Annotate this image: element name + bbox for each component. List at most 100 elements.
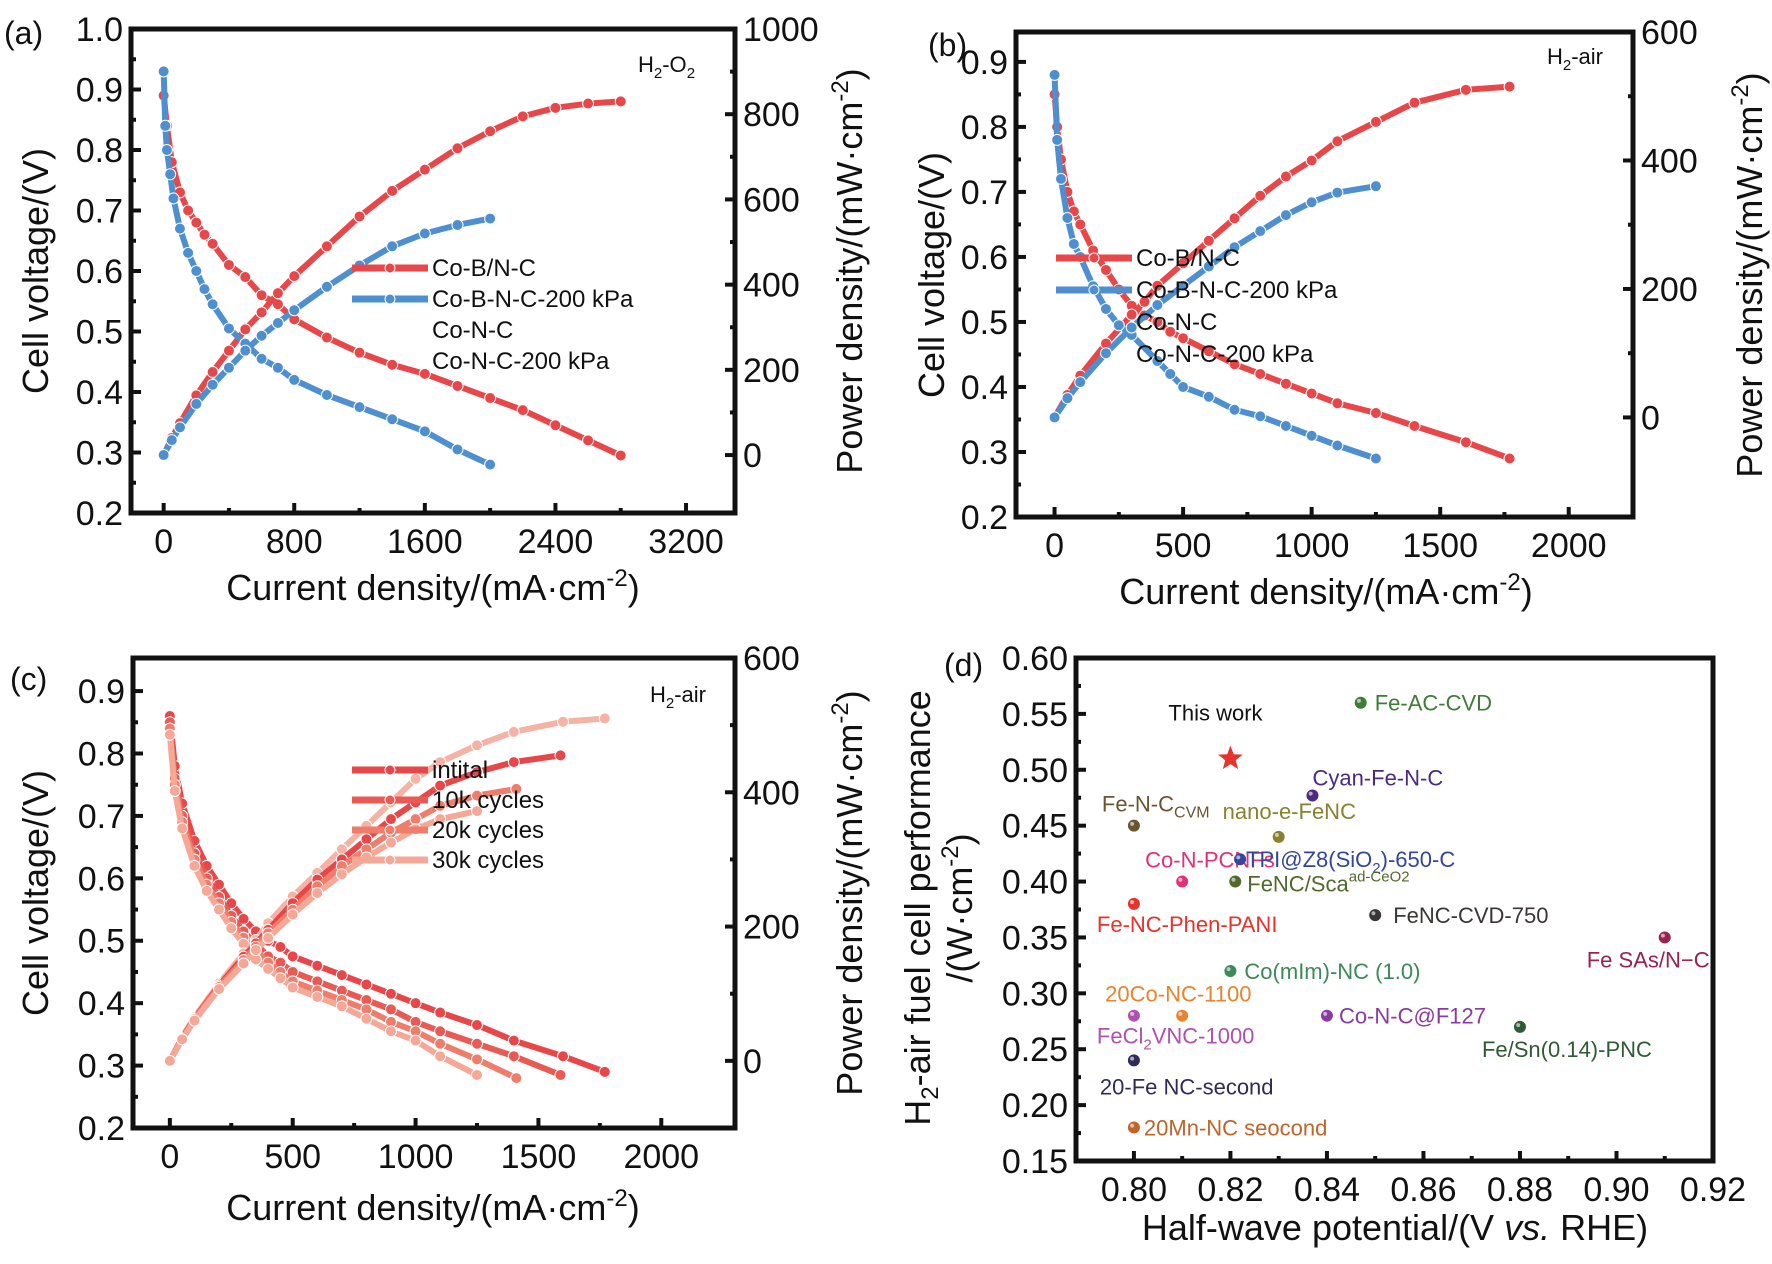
- y-tick-label: 0.5: [76, 314, 123, 352]
- series-intital: [163, 710, 611, 1078]
- data-point: [1503, 452, 1516, 465]
- point-label: FeCl2VNC-1000: [1097, 1024, 1255, 1054]
- data-point: [386, 413, 399, 426]
- legend-marker: [384, 293, 396, 305]
- point-highlight: [1130, 1123, 1135, 1128]
- legend-marker: [384, 854, 396, 866]
- data-point: [471, 1037, 483, 1050]
- data-point: [1331, 186, 1344, 199]
- data-point: [1254, 225, 1267, 238]
- data-point: [311, 990, 324, 1003]
- data-point-fenc-cvd-750: FeNC-CVD-750: [1369, 903, 1548, 928]
- y-tick-label: 0.35: [1002, 919, 1068, 957]
- point-label: Fe/Sn(0.14)-PNC: [1482, 1037, 1652, 1062]
- data-point: [451, 443, 464, 456]
- data-point: [434, 1050, 447, 1063]
- data-point-tpi-z8-sio2-650-c: TPI@Z8(SiO2)-650-C: [1234, 847, 1455, 877]
- data-point: [1099, 263, 1112, 276]
- legend: Co-B/N-C Co-B-N-C-200 kPa Co-N-C Co-N-C-200…: [1056, 245, 1338, 368]
- y2-tick-label: 400: [743, 267, 800, 305]
- data-point: [1459, 83, 1472, 96]
- y-tick-label: 0.3: [961, 434, 1008, 472]
- data-point: [1074, 376, 1087, 389]
- data-point: [1331, 397, 1344, 410]
- x-tick-label: 0.80: [1101, 1171, 1167, 1209]
- data-point: [255, 306, 268, 319]
- point-marker: [1229, 875, 1242, 888]
- y2-axis-label-a: Power density/(mW·cm-2): [827, 68, 870, 473]
- point-label: 20Co-NC-1100: [1105, 982, 1251, 1007]
- y2-tick-label: 0: [743, 1043, 762, 1081]
- data-point-20-fe-nc-second: 20-Fe NC-second: [1100, 1054, 1274, 1099]
- y-tick-label: 0.60: [1002, 640, 1068, 678]
- data-point: [239, 271, 252, 284]
- y2-tick-label: 600: [743, 181, 800, 219]
- data-point: [239, 323, 252, 336]
- point-marker: [1369, 909, 1382, 922]
- data-point: [157, 65, 170, 78]
- legend-label: 10k cycles: [432, 787, 544, 814]
- data-point: [484, 125, 497, 138]
- data-point: [409, 1034, 422, 1047]
- y-tick-label: 0.3: [76, 435, 123, 473]
- data-point: [516, 110, 529, 123]
- data-point: [1279, 209, 1292, 222]
- data-point: [1061, 211, 1074, 224]
- point-label: This work: [1168, 701, 1263, 726]
- data-point: [335, 969, 348, 982]
- data-point: [434, 756, 447, 769]
- data-point: [434, 1025, 447, 1038]
- data-point: [409, 997, 422, 1010]
- point-label: Cyan-Fe-N-C: [1312, 765, 1443, 790]
- data-point: [255, 289, 268, 302]
- data-point: [1254, 410, 1267, 423]
- data-point: [274, 940, 287, 953]
- data-point: [434, 799, 447, 812]
- point-label: Fe-NC-Phen-PANI: [1097, 912, 1278, 937]
- data-point: [222, 258, 235, 271]
- annotation-a: H2-O2: [638, 52, 695, 82]
- point-marker: [1320, 1009, 1333, 1022]
- legend-label: Co-N-C: [1136, 309, 1217, 336]
- series-co-b-n-c-200-kpa-power: [157, 212, 497, 462]
- data-point: [471, 1019, 483, 1032]
- y2-tick-label: 200: [743, 909, 800, 947]
- point-label: Co(mIm)-NC (1.0): [1244, 959, 1420, 984]
- data-point: [471, 805, 483, 818]
- data-point: [1151, 315, 1164, 328]
- data-point-fe-sn-0-14-pnc: Fe/Sn(0.14)-PNC: [1482, 1020, 1652, 1062]
- x-axis-label-d: Half-wave potential/(V vs. RHE): [1142, 1207, 1648, 1248]
- data-point: [1279, 377, 1292, 390]
- data-point: [451, 379, 464, 392]
- y-tick-label: 0.55: [1002, 696, 1068, 734]
- point-marker: [1354, 696, 1367, 709]
- y-tick-label: 0.40: [1002, 864, 1068, 902]
- data-point: [167, 192, 180, 205]
- data-point: [418, 163, 431, 176]
- data-point: [1202, 390, 1215, 403]
- data-point: [1369, 406, 1382, 419]
- point-label: Fe-AC-CVD: [1375, 691, 1492, 716]
- data-point-20co-nc-1100: 20Co-NC-1100: [1105, 982, 1252, 1022]
- data-point: [320, 331, 333, 344]
- star-marker: [1218, 745, 1243, 770]
- data-point: [222, 322, 235, 335]
- y-axis-label-a: Cell voltage/(V): [15, 148, 56, 394]
- data-point: [471, 1068, 483, 1081]
- x-axis-label-b: Current density/(mA·cm-2): [1119, 569, 1532, 612]
- data-point: [360, 1012, 373, 1025]
- legend-label: Co-B/N-C: [432, 255, 536, 282]
- data-point: [507, 725, 520, 738]
- data-point: [159, 119, 172, 132]
- data-point: [286, 981, 299, 994]
- data-point: [1151, 279, 1164, 292]
- data-point: [451, 218, 464, 231]
- data-point: [614, 449, 627, 462]
- point-highlight: [1308, 791, 1313, 796]
- data-point: [1061, 392, 1074, 405]
- data-point: [237, 912, 250, 925]
- point-highlight: [1178, 1011, 1183, 1016]
- data-point: [1331, 439, 1344, 452]
- series-co-b-n-c-200-kpa: [157, 65, 497, 471]
- legend-marker: [384, 794, 396, 806]
